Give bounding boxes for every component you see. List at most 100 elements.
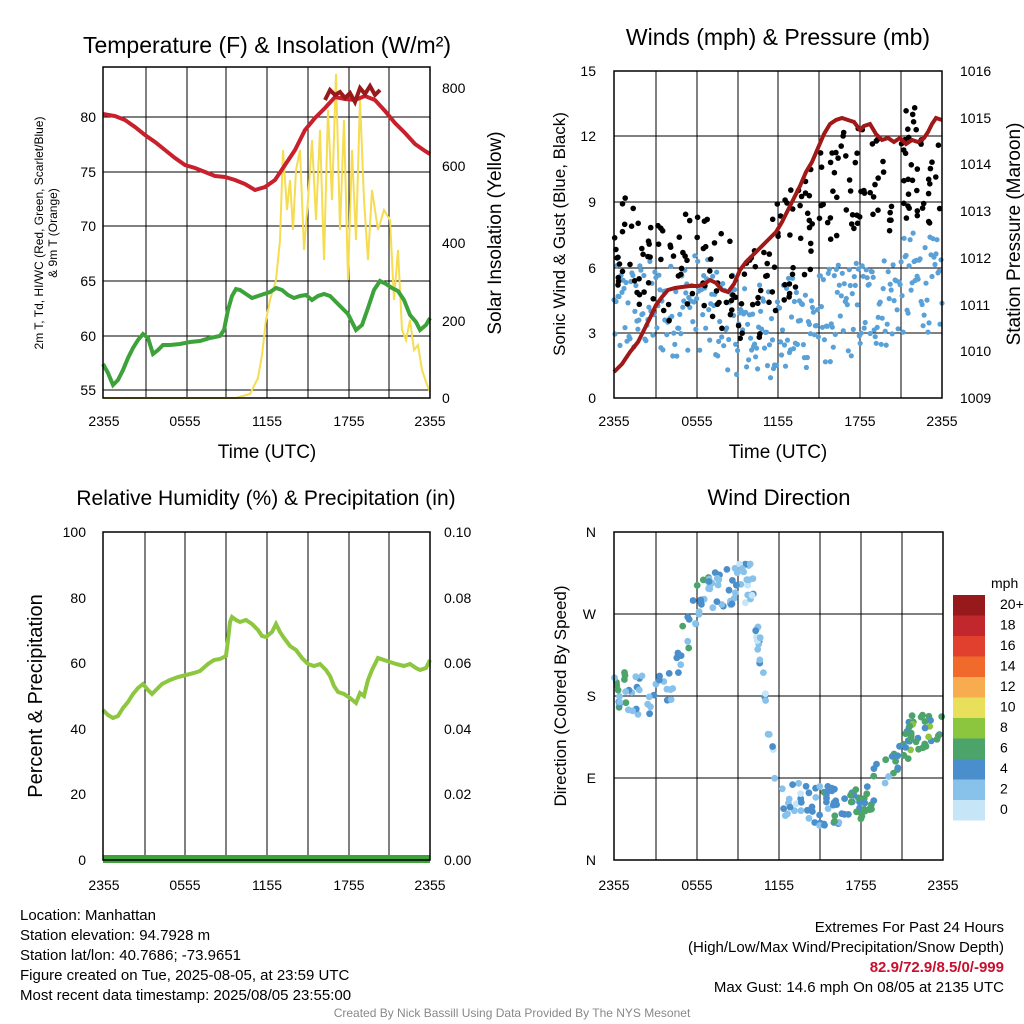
gust-point	[676, 234, 683, 240]
direction-point	[797, 790, 804, 797]
direction-point	[667, 696, 675, 703]
gust-point	[886, 227, 893, 234]
wind-speed-point	[873, 340, 879, 346]
wind-speed-point	[754, 345, 760, 351]
wind-speed-point	[725, 367, 731, 373]
gust-point	[856, 214, 863, 220]
wind-speed-point	[625, 300, 631, 306]
direction-point	[805, 789, 813, 797]
temperature-left-ticks: 55 60 65 70 75 80	[80, 109, 96, 398]
gust-point	[840, 129, 847, 136]
tick-label: 1755	[333, 877, 364, 893]
wind-speed-point	[818, 304, 825, 310]
wind-speed-point	[617, 342, 623, 348]
gust-point	[905, 203, 911, 209]
gust-point	[802, 190, 809, 196]
direction-point	[732, 589, 739, 597]
wind-speed-point	[759, 326, 765, 332]
direction-point	[853, 808, 860, 816]
legend-swatch	[953, 636, 985, 657]
gust-point	[835, 155, 841, 161]
direction-point	[861, 799, 869, 807]
wind-speed-point	[748, 335, 754, 341]
gust-point	[843, 207, 850, 213]
wind-speed-point	[830, 344, 836, 350]
tick-label: 1155	[252, 877, 282, 893]
direction-point	[912, 738, 920, 746]
tick-label: N	[586, 852, 596, 868]
gust-point	[616, 261, 623, 267]
gust-point	[797, 202, 803, 209]
wind-speed-point	[826, 266, 832, 272]
direction-point	[684, 613, 692, 621]
gust-point	[854, 220, 861, 227]
wind-speed-point	[746, 357, 752, 363]
wind-speed-point	[701, 273, 707, 279]
gust-point	[636, 276, 642, 282]
legend-swatch	[953, 615, 985, 636]
gust-point	[872, 181, 878, 188]
wind-speed-point	[890, 262, 896, 268]
wind-speed-point	[637, 263, 643, 269]
wind-speed-point	[785, 275, 792, 281]
wind-speed-point	[849, 291, 855, 297]
tick-label: 60	[70, 655, 86, 671]
legend-label: 4	[1000, 760, 1008, 776]
wind-speed-point	[643, 338, 649, 344]
tick-label: 0555	[681, 413, 712, 429]
wind-speed-point	[838, 293, 844, 299]
legend-label: 18	[1000, 617, 1016, 633]
gust-point	[729, 307, 735, 313]
rh-panel-grid	[144, 532, 390, 860]
direction-point	[861, 807, 869, 815]
wind-panel: Winds (mph) & Pressure (mb) 0 3 6 9 12 1…	[550, 24, 1024, 463]
rh-y-label: Percent & Precipitation	[25, 594, 47, 797]
extremes-title: Extremes For Past 24 Hours	[814, 919, 1004, 936]
direction-point	[858, 812, 866, 820]
direction-point	[756, 634, 764, 642]
direction-point	[816, 811, 823, 819]
direction-point	[906, 722, 914, 730]
direction-point	[847, 791, 854, 799]
gust-point	[886, 217, 893, 223]
direction-plot-frame	[613, 531, 944, 861]
wind-speed-point	[847, 282, 853, 289]
wind-speed-point	[670, 353, 676, 359]
direction-point	[892, 757, 899, 765]
direction-point	[811, 819, 819, 826]
wind-speed-point	[744, 364, 750, 370]
wind-speed-point	[824, 323, 830, 329]
gust-point	[869, 141, 876, 147]
direction-point	[729, 577, 736, 584]
wind-speed-point	[720, 281, 726, 287]
wind-speed-point	[815, 334, 822, 340]
direction-point	[715, 576, 723, 584]
direction-point	[824, 783, 832, 790]
direction-point	[699, 576, 707, 584]
pressure-y-label: Station Pressure (Maroon)	[1004, 123, 1024, 346]
wind-speed-point	[811, 332, 818, 338]
wind-speed-point	[694, 296, 700, 302]
gust-point	[680, 249, 686, 256]
direction-point	[616, 698, 624, 706]
gust-point	[909, 111, 916, 118]
gust-point	[914, 166, 921, 172]
gust-point	[655, 241, 662, 247]
direction-point	[742, 599, 749, 607]
direction-point	[689, 597, 697, 604]
wind-speed-point	[888, 287, 894, 293]
wind-speed-point	[903, 252, 909, 259]
wind-speed-point	[833, 266, 839, 272]
wind-speed-point	[638, 267, 644, 273]
gust-point	[925, 218, 932, 225]
wind-speed-point	[777, 339, 784, 345]
direction-point	[894, 752, 902, 760]
gust-point	[766, 251, 773, 257]
wind-speed-point	[761, 345, 768, 351]
wind-speed-point	[742, 286, 748, 292]
direction-point	[816, 783, 824, 790]
wind-speed-point	[920, 323, 926, 329]
gust-point	[678, 265, 685, 272]
tick-label: 1009	[960, 390, 991, 406]
wind-speed-point	[925, 329, 931, 335]
